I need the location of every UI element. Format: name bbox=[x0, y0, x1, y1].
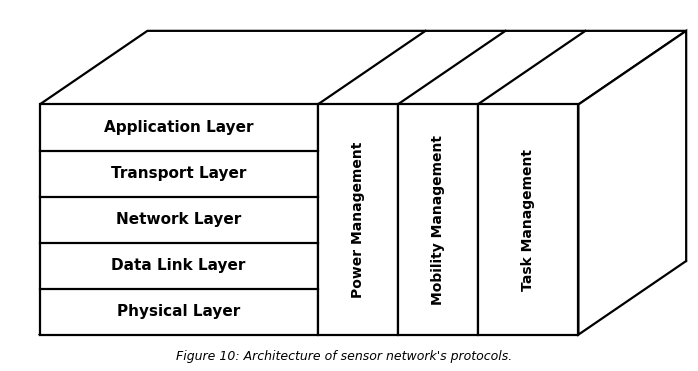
Text: Network Layer: Network Layer bbox=[116, 212, 242, 227]
Polygon shape bbox=[477, 105, 579, 335]
Polygon shape bbox=[40, 105, 318, 335]
Text: Transport Layer: Transport Layer bbox=[111, 166, 246, 181]
Polygon shape bbox=[318, 105, 398, 335]
Polygon shape bbox=[398, 105, 477, 335]
Text: Figure 10: Architecture of sensor network's protocols.: Figure 10: Architecture of sensor networ… bbox=[176, 350, 512, 363]
Text: Physical Layer: Physical Layer bbox=[117, 304, 240, 319]
Text: Data Link Layer: Data Link Layer bbox=[112, 258, 246, 273]
Polygon shape bbox=[40, 31, 686, 105]
Text: Power Management: Power Management bbox=[350, 141, 364, 298]
Text: Application Layer: Application Layer bbox=[104, 120, 253, 135]
Text: Task Management: Task Management bbox=[521, 148, 535, 290]
Polygon shape bbox=[579, 31, 686, 335]
Text: Mobility Management: Mobility Management bbox=[431, 135, 445, 305]
